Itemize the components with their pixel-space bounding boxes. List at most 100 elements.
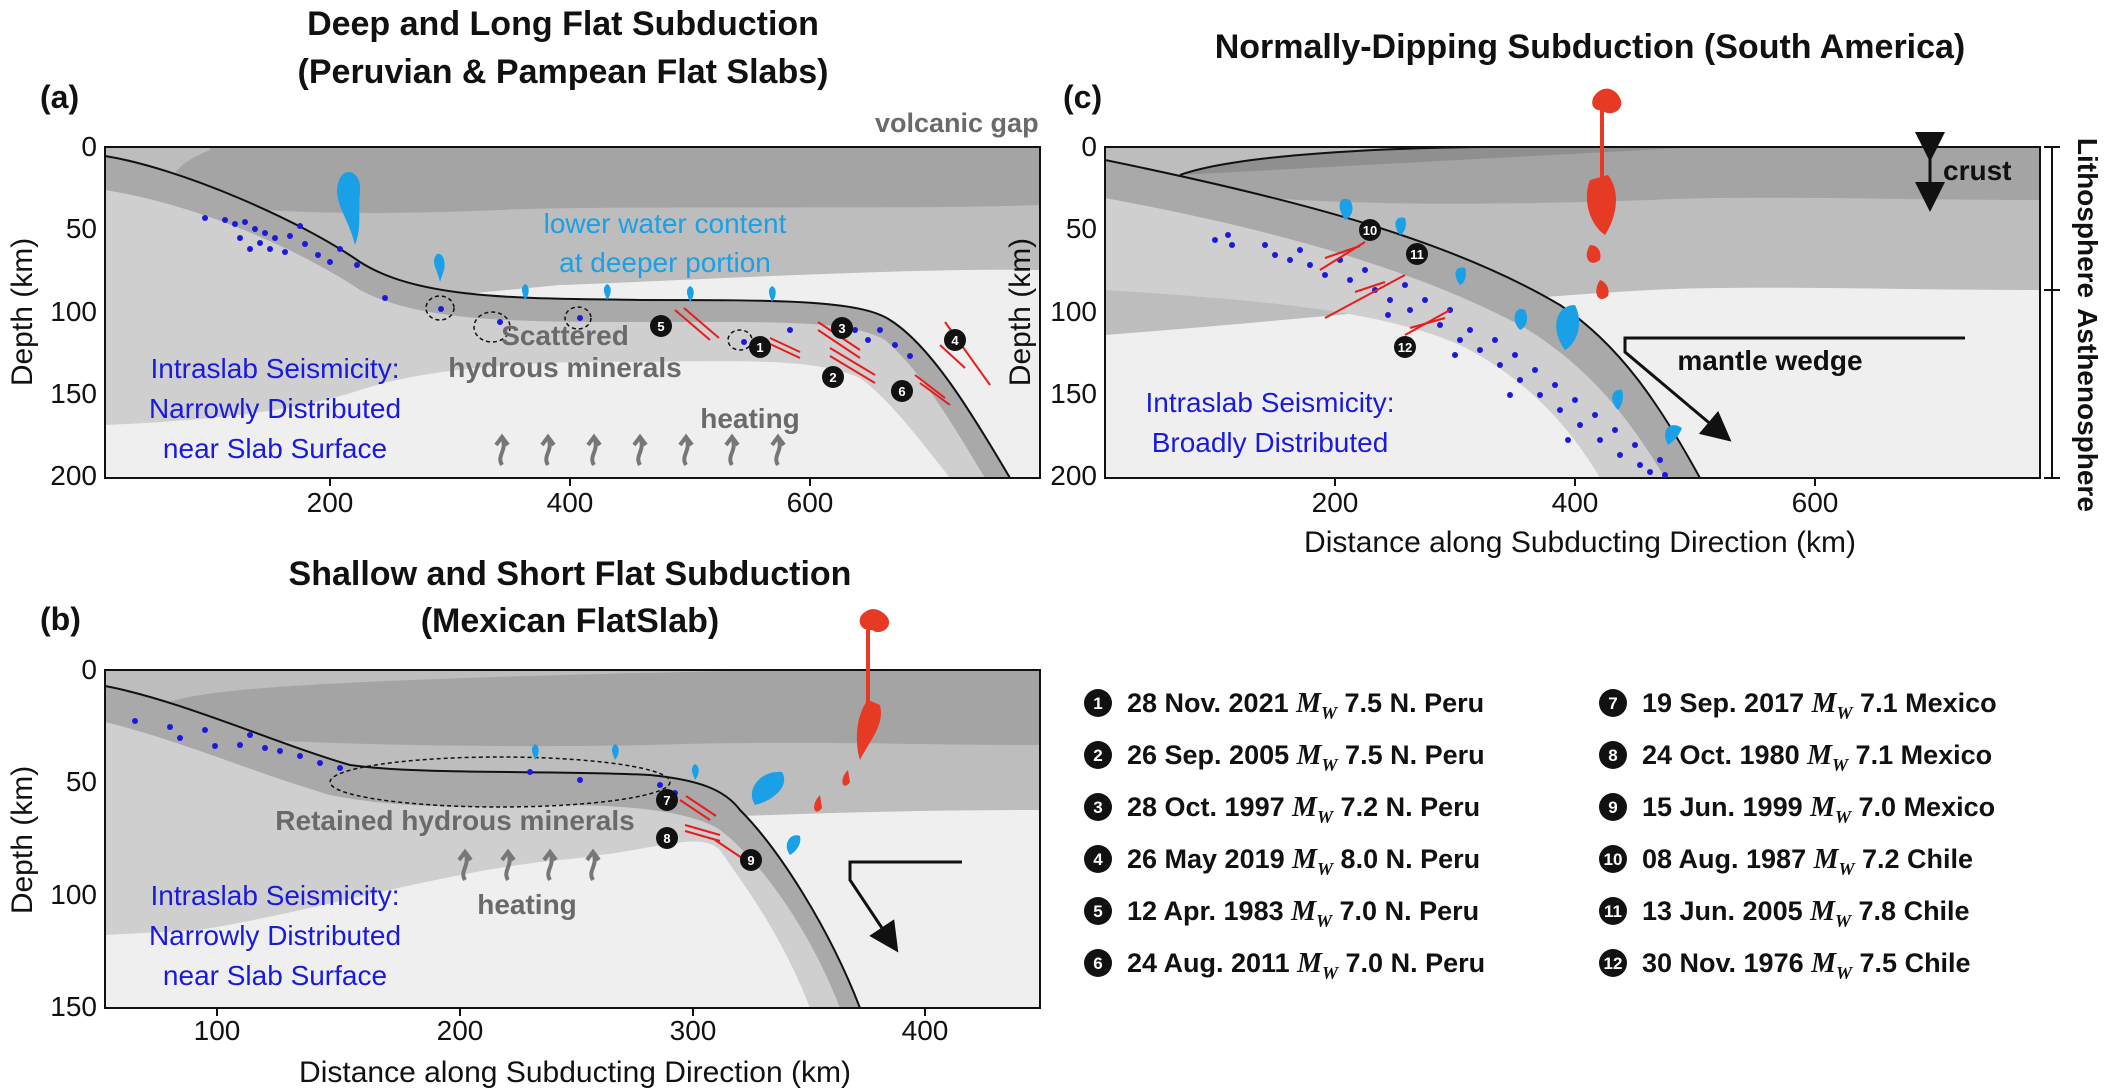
intraslab-seismicity-a-line2: Narrowly Distributed	[149, 393, 401, 424]
legend-number: 4	[1093, 850, 1103, 869]
legend-text: 26 Sep. 2005 MW 7.5 N. Peru	[1127, 740, 1485, 775]
svg-text:1: 1	[756, 340, 763, 355]
legend-text: 28 Oct. 1997 MW 7.2 N. Peru	[1127, 792, 1480, 827]
panel-b-heating-arrows	[457, 848, 601, 882]
panel-b-x-tick: 300	[670, 1015, 717, 1046]
event-marker-9: 9	[740, 849, 762, 871]
panel-c-y-tick: 0	[1081, 131, 1097, 162]
panel-c-y-tick: 100	[1050, 296, 1097, 327]
legend-number-badge	[1599, 949, 1627, 977]
asthenosphere-label: Asthenosphere	[2072, 308, 2103, 512]
panel-b-y-label: Depth (km)	[6, 766, 39, 914]
legend-number: 10	[1604, 850, 1623, 869]
water-content-label-line1: lower water content	[544, 208, 787, 239]
legend-number-badge	[1084, 689, 1112, 717]
legend-text: 24 Aug. 2011 MW 7.0 N. Peru	[1127, 948, 1485, 983]
event-marker-3: 3	[831, 317, 853, 339]
panel-c-y-tick: 150	[1050, 378, 1097, 409]
legend-number-badge	[1599, 741, 1627, 769]
legend-entry: 6 24 Aug. 2011 MW 7.0 N. Peru	[1084, 948, 1485, 983]
legend-number: 8	[1608, 746, 1617, 765]
panel-a-seismicity	[202, 215, 913, 359]
panel-b-x-tick: 400	[902, 1015, 949, 1046]
event-marker-1: 1	[749, 336, 771, 358]
event-marker-12: 12	[1394, 336, 1416, 358]
panel-a-y-tick: 150	[50, 378, 97, 409]
panel-b-x-tick: 100	[194, 1015, 241, 1046]
panel-b-y-axis: Depth (km) 0 50 100 150	[6, 654, 97, 1022]
panel-b-y-tick: 50	[66, 766, 97, 797]
panel-c-x-tick: 600	[1792, 487, 1839, 518]
panel-b-x-tick: 200	[437, 1015, 484, 1046]
panel-c-magma	[1586, 88, 1622, 299]
legend-number-badge	[1599, 689, 1627, 717]
legend-number: 1	[1093, 694, 1102, 713]
scattered-hydrous-label-line1: Scattered	[501, 320, 629, 351]
mantle-flow-arrow-b	[848, 860, 962, 953]
event-marker-4: 4	[944, 329, 966, 351]
panel-a-y-axis: Depth (km) 0 50 100 150 200	[6, 131, 97, 491]
mantle-flow-arrow-c	[1623, 336, 1965, 442]
volcanic-gap-label: volcanic gap	[875, 108, 1039, 138]
mantle-wedge-label: mantle wedge	[1677, 345, 1862, 376]
panel-c-tag: (c)	[1063, 79, 1102, 115]
panel-b-title-line1: Shallow and Short Flat Subduction	[289, 555, 852, 593]
panel-b-x-axis: 100 200 300 400 Distance along Subductin…	[194, 1008, 949, 1089]
panel-a-y-tick: 50	[66, 213, 97, 244]
legend-text: 08 Aug. 1987 MW 7.2 Chile	[1642, 844, 1973, 879]
panel-a-y-tick: 100	[50, 296, 97, 327]
lithosphere-label: Lithosphere	[2072, 138, 2103, 298]
legend-number: 2	[1093, 746, 1102, 765]
panel-b-y-tick: 150	[50, 991, 97, 1022]
panel-b-magma	[814, 609, 890, 812]
svg-text:8: 8	[663, 831, 670, 846]
legend-number: 9	[1608, 798, 1617, 817]
panel-a-tag: (a)	[40, 79, 79, 115]
legend-entry: 5 12 Apr. 1983 MW 7.0 N. Peru	[1084, 896, 1479, 931]
panel-c-seismicity	[1212, 232, 1668, 478]
panel-a-y-label: Depth (km)	[6, 238, 39, 386]
legend-text: 24 Oct. 1980 MW 7.1 Mexico	[1642, 740, 1992, 775]
panel-a-y-tick: 0	[81, 131, 97, 162]
legend-entry: 8 24 Oct. 1980 MW 7.1 Mexico	[1599, 740, 1992, 775]
legend-number-badge	[1599, 897, 1627, 925]
legend-text: 15 Jun. 1999 MW 7.0 Mexico	[1642, 792, 1995, 827]
intraslab-seismicity-a-line1: Intraslab Seismicity:	[151, 353, 400, 384]
scattered-hydrous-label-line2: hydrous minerals	[448, 352, 681, 383]
legend-number: 6	[1093, 954, 1102, 973]
panel-a-x-tick: 200	[307, 487, 354, 518]
panel-c-x-tick: 400	[1552, 487, 1599, 518]
panel-a-title-line1: Deep and Long Flat Subduction	[307, 5, 819, 43]
intraslab-seismicity-b-line3: near Slab Surface	[163, 960, 387, 991]
panel-a-x-axis: 200 400 600	[307, 478, 833, 518]
earthquake-legend: 1 28 Nov. 2021 MW 7.5 N. Peru 2 26 Sep. 200…	[1084, 688, 1997, 983]
intraslab-seismicity-b-line2: Narrowly Distributed	[149, 920, 401, 951]
legend-number: 11	[1604, 902, 1622, 921]
panel-b-x-label: Distance along Subducting Direction (km)	[299, 1056, 851, 1089]
panel-a-heating-arrows	[494, 433, 786, 467]
event-marker-2: 2	[822, 366, 844, 388]
legend-entry: 12 30 Nov. 1976 MW 7.5 Chile	[1599, 948, 1971, 983]
panel-a-event-markers: 1 2 3 4 5 6	[650, 315, 966, 402]
legend-number-badge	[1084, 897, 1112, 925]
panel-c-y-tick: 200	[1050, 460, 1097, 491]
legend-text: 13 Jun. 2005 MW 7.8 Chile	[1642, 896, 1970, 931]
legend-number-badge	[1599, 793, 1627, 821]
event-marker-11: 11	[1406, 243, 1428, 265]
panel-b-y-tick: 100	[50, 879, 97, 910]
legend-entry: 9 15 Jun. 1999 MW 7.0 Mexico	[1599, 792, 1995, 827]
water-content-label-line2: at deeper portion	[559, 247, 771, 278]
legend-text: 12 Apr. 1983 MW 7.0 N. Peru	[1127, 896, 1479, 931]
svg-text:4: 4	[951, 333, 959, 348]
legend-number: 12	[1604, 954, 1623, 973]
legend-number: 7	[1608, 694, 1617, 713]
panel-b-event-markers: 7 8 9	[656, 789, 762, 871]
panel-a-title-line2: (Peruvian & Pampean Flat Slabs)	[298, 53, 829, 91]
panel-c-event-markers: 10 11 12	[1359, 219, 1428, 358]
legend-entry: 7 19 Sep. 2017 MW 7.1 Mexico	[1599, 688, 1997, 723]
panel-a-cross-section	[105, 147, 1040, 478]
panel-a-y-tick: 200	[50, 460, 97, 491]
panel-c-x-tick: 200	[1312, 487, 1359, 518]
event-marker-6: 6	[891, 380, 913, 402]
